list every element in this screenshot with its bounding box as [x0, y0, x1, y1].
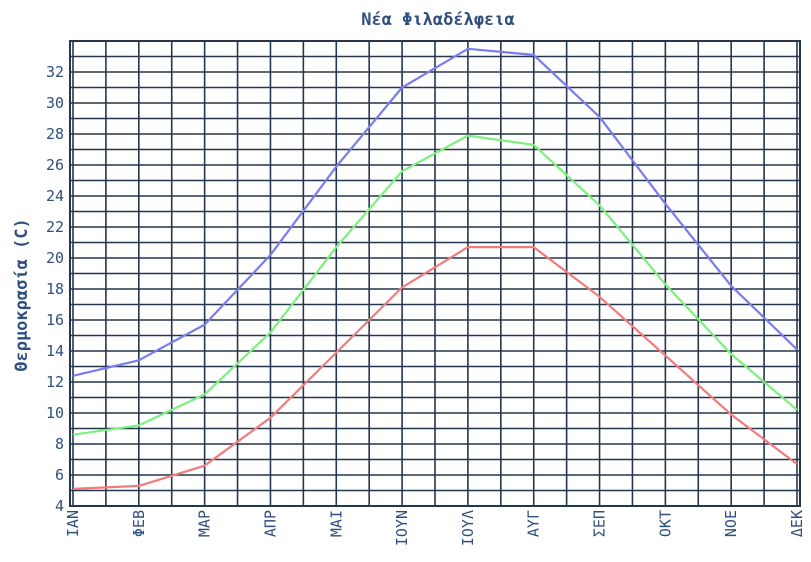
y-tick-label: 22 [46, 218, 64, 236]
x-tick-label: ΜΑΙ [327, 510, 345, 537]
y-tick-label: 16 [46, 311, 64, 329]
y-axis-label: Θερμοκρασία (C) [12, 218, 32, 372]
x-axis-ticks: ΙΑΝ ΦΕΒ ΜΑΡ ΑΠΡ ΜΑΙ ΙΟΥΝ ΙΟΥΛ ΑΥΓ ΣΕΠ ΟΚΤ ΝΟΕ ΔΕΚ [64, 510, 806, 546]
plot-border [69, 40, 801, 507]
plot-frame [69, 40, 801, 507]
grid-lines [70, 40, 800, 507]
x-tick-label: ΔΕΚ [788, 510, 806, 537]
series-line-3 [72, 246, 798, 490]
x-tick-label: ΙΟΥΛ [459, 510, 477, 546]
y-tick-label: 26 [46, 156, 64, 174]
series-line-1 [72, 47, 798, 377]
y-axis-ticks: 4 6 8 10 12 14 16 18 20 22 24 26 28 30 32 [46, 63, 64, 515]
x-tick-label: ΑΠΡ [261, 510, 279, 537]
y-tick-label: 32 [46, 63, 64, 81]
x-tick-label: ΑΥΓ [525, 510, 543, 537]
x-tick-label: ΟΚΤ [656, 510, 674, 537]
chart-title: Νέα Φιλαδέλφεια [361, 10, 515, 30]
y-tick-label: 8 [55, 435, 64, 453]
y-tick-label: 20 [46, 249, 64, 267]
x-tick-label: ΜΑΡ [196, 510, 214, 537]
x-tick-label: ΦΕΒ [130, 510, 148, 537]
y-tick-label: 14 [46, 342, 64, 360]
y-tick-label: 18 [46, 280, 64, 298]
y-tick-label: 28 [46, 125, 64, 143]
x-tick-label: ΝΟΕ [722, 510, 740, 537]
y-tick-label: 10 [46, 404, 64, 422]
series-line-2 [72, 134, 798, 436]
y-tick-label: 30 [46, 94, 64, 112]
y-tick-label: 24 [46, 187, 64, 205]
y-tick-label: 6 [55, 466, 64, 484]
y-tick-label: 12 [46, 373, 64, 391]
x-tick-label: ΙΟΥΝ [393, 510, 411, 546]
x-tick-label: ΙΑΝ [64, 510, 82, 537]
x-tick-label: ΣΕΠ [591, 510, 609, 537]
series-lines [72, 47, 798, 490]
y-tick-label: 4 [55, 497, 64, 515]
